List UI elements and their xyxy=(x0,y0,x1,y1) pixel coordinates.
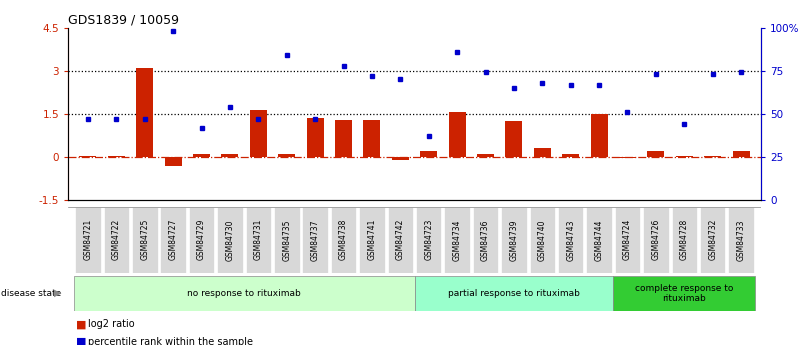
Bar xyxy=(704,156,721,157)
Text: GSM84730: GSM84730 xyxy=(225,219,235,260)
Text: GSM84735: GSM84735 xyxy=(282,219,292,260)
Text: complete response to
rituximab: complete response to rituximab xyxy=(635,284,734,303)
Text: GSM84726: GSM84726 xyxy=(651,219,660,260)
Text: ▶: ▶ xyxy=(54,288,62,298)
Text: GSM84723: GSM84723 xyxy=(425,219,433,260)
Text: GSM84734: GSM84734 xyxy=(453,219,461,260)
Text: disease state: disease state xyxy=(1,289,61,298)
Text: no response to rituximab: no response to rituximab xyxy=(187,289,301,298)
Text: GSM84741: GSM84741 xyxy=(368,219,376,260)
Text: GSM84736: GSM84736 xyxy=(481,219,490,260)
Bar xyxy=(307,118,324,157)
Text: ■: ■ xyxy=(76,337,87,345)
FancyBboxPatch shape xyxy=(700,207,726,273)
FancyBboxPatch shape xyxy=(558,207,583,273)
FancyBboxPatch shape xyxy=(359,207,384,273)
FancyBboxPatch shape xyxy=(671,207,697,273)
Text: GSM84738: GSM84738 xyxy=(339,219,348,260)
FancyBboxPatch shape xyxy=(331,207,356,273)
Text: GSM84744: GSM84744 xyxy=(594,219,604,260)
FancyBboxPatch shape xyxy=(614,276,755,310)
FancyBboxPatch shape xyxy=(74,276,415,310)
FancyBboxPatch shape xyxy=(160,207,186,273)
Bar xyxy=(250,110,267,157)
Bar xyxy=(647,151,664,157)
Bar xyxy=(108,156,125,157)
Bar xyxy=(533,148,551,157)
FancyBboxPatch shape xyxy=(246,207,271,273)
Bar xyxy=(562,154,579,157)
FancyBboxPatch shape xyxy=(614,207,640,273)
Bar xyxy=(449,112,465,157)
Bar xyxy=(364,120,380,157)
FancyBboxPatch shape xyxy=(274,207,300,273)
Bar xyxy=(477,154,494,157)
Bar xyxy=(165,157,182,166)
FancyBboxPatch shape xyxy=(217,207,243,273)
FancyBboxPatch shape xyxy=(728,207,754,273)
Bar xyxy=(619,157,636,158)
FancyBboxPatch shape xyxy=(415,276,614,310)
FancyBboxPatch shape xyxy=(132,207,158,273)
Text: log2 ratio: log2 ratio xyxy=(88,319,135,329)
Text: GSM84729: GSM84729 xyxy=(197,219,206,260)
FancyBboxPatch shape xyxy=(75,207,101,273)
Bar xyxy=(505,121,522,157)
Bar xyxy=(392,157,409,160)
Text: GSM84733: GSM84733 xyxy=(737,219,746,260)
Bar xyxy=(676,156,693,157)
Text: GSM84724: GSM84724 xyxy=(623,219,632,260)
Bar xyxy=(335,120,352,157)
Text: GSM84739: GSM84739 xyxy=(509,219,518,260)
Text: partial response to rituximab: partial response to rituximab xyxy=(448,289,580,298)
FancyBboxPatch shape xyxy=(473,207,498,273)
Text: GSM84727: GSM84727 xyxy=(169,219,178,260)
Text: GDS1839 / 10059: GDS1839 / 10059 xyxy=(68,13,179,27)
Text: GSM84721: GSM84721 xyxy=(83,219,92,260)
FancyBboxPatch shape xyxy=(445,207,470,273)
FancyBboxPatch shape xyxy=(103,207,129,273)
Text: GSM84743: GSM84743 xyxy=(566,219,575,260)
FancyBboxPatch shape xyxy=(189,207,215,273)
FancyBboxPatch shape xyxy=(302,207,328,273)
Text: GSM84731: GSM84731 xyxy=(254,219,263,260)
Bar xyxy=(590,114,608,157)
Bar xyxy=(79,156,96,157)
Text: GSM84722: GSM84722 xyxy=(112,219,121,260)
FancyBboxPatch shape xyxy=(586,207,612,273)
Text: percentile rank within the sample: percentile rank within the sample xyxy=(88,337,253,345)
Text: GSM84728: GSM84728 xyxy=(680,219,689,260)
FancyBboxPatch shape xyxy=(529,207,555,273)
Bar xyxy=(278,154,296,157)
Bar xyxy=(221,154,239,157)
FancyBboxPatch shape xyxy=(388,207,413,273)
FancyBboxPatch shape xyxy=(501,207,527,273)
Text: GSM84732: GSM84732 xyxy=(708,219,717,260)
Text: GSM84740: GSM84740 xyxy=(537,219,547,260)
FancyBboxPatch shape xyxy=(643,207,669,273)
Text: GSM84742: GSM84742 xyxy=(396,219,405,260)
Text: GSM84737: GSM84737 xyxy=(311,219,320,260)
Bar xyxy=(421,151,437,157)
Text: ■: ■ xyxy=(76,319,87,329)
Text: GSM84725: GSM84725 xyxy=(140,219,149,260)
Bar xyxy=(193,154,210,157)
Bar xyxy=(733,151,750,157)
FancyBboxPatch shape xyxy=(416,207,441,273)
Bar xyxy=(136,68,153,157)
